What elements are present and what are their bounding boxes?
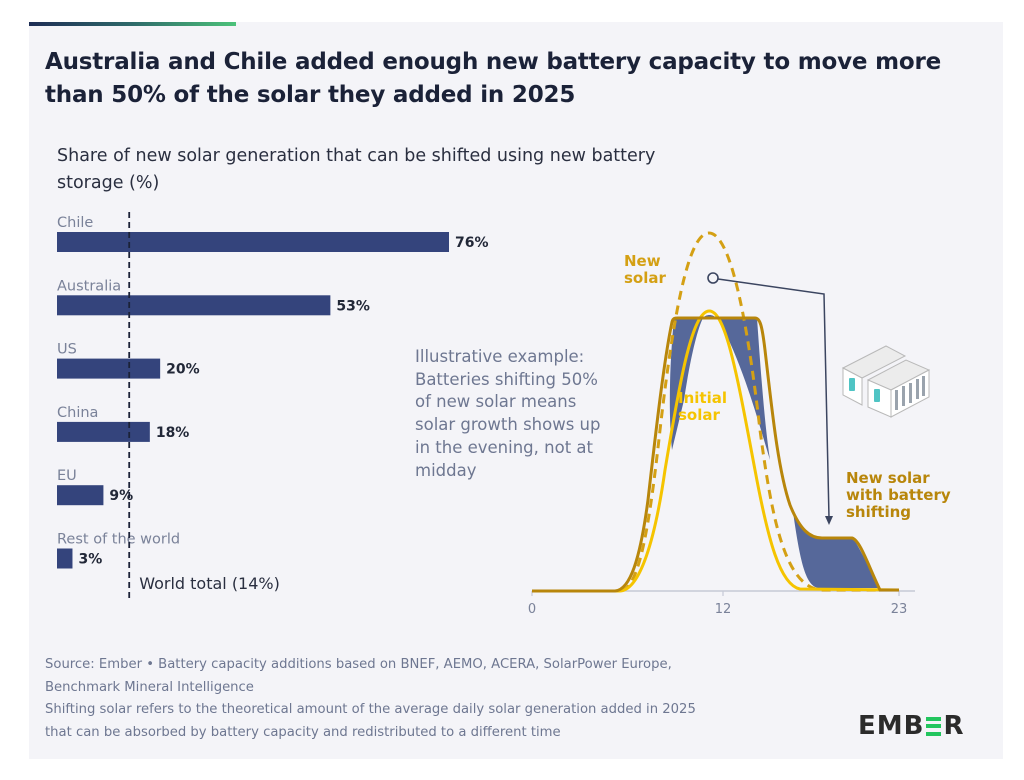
new-solar-line [532,231,899,593]
annotation-line: in the evening, not at [415,437,593,457]
label-line: New [624,252,661,270]
shift-area-morning [669,318,703,450]
label-line: solar [678,406,720,424]
new-solar-label: New solar [624,253,666,287]
category-label: EU [57,468,77,484]
arrow-head-icon [825,516,833,525]
bar [57,548,73,569]
logo-text: EMB [858,711,925,741]
logo-e-bars-icon [926,716,942,736]
bar-chart: Chile 76% Australia 53% US 20% China 18% EU 9% Res… [57,212,489,598]
annotation-line: solar growth shows up [415,415,601,435]
x-tick-label: 23 [891,602,908,617]
value-label: 18% [156,425,190,441]
footer-notes: Source: Ember • Battery capacity additio… [45,654,825,744]
bar [57,421,150,442]
illustration-annotation: Illustrative example: Batteries shifting… [415,346,645,482]
value-label: 53% [336,298,370,314]
label-line: New solar [846,469,930,487]
chart-panel [29,22,1003,759]
bar [57,232,449,252]
world-total-label: World total (14%) [139,574,280,593]
bar [57,358,161,379]
category-label: Chile [57,215,93,231]
value-label: 20% [166,362,200,378]
source-line: Source: Ember • Battery capacity additio… [45,657,672,672]
source-line: Benchmark Mineral Intelligence [45,679,254,695]
label-line: with battery [846,486,951,504]
category-label: Australia [57,278,121,294]
value-label: 9% [109,488,133,504]
leader-start-marker [707,272,719,284]
annotation-line: of new solar means [415,392,577,412]
bar [57,295,331,316]
illustration-chart: 0 12 23 [528,231,931,617]
ember-logo: EMB R [858,711,965,741]
annotation-line: Illustrative example: [415,347,585,366]
value-label: 76% [455,235,489,251]
battery-storage-icon [841,345,931,418]
initial-solar-label: Initial solar [678,390,727,424]
category-label: China [57,405,98,421]
note-line: that can be absorbed by battery capacity… [45,724,561,740]
initial-solar-line [532,309,900,593]
x-tick-label: 12 [715,602,732,617]
category-label: Rest of the world [57,532,180,548]
bar [57,485,104,506]
shifted-solar-label: New solar with battery shifting [846,470,951,521]
category-label: US [57,342,77,358]
x-tick-label: 0 [528,602,536,617]
label-line: shifting [846,503,912,521]
page-title: Australia and Chile added enough new bat… [45,49,941,108]
value-label: 3% [78,552,102,568]
shift-area-afternoon [718,318,770,460]
shift-area-evening [793,512,880,588]
logo-text: R [943,711,965,741]
shifted-solar-line [532,316,899,593]
annotation-line: midday [415,460,477,480]
label-line: solar [624,269,666,287]
label-line: Initial [678,389,727,407]
annotation-line: Batteries shifting 50% [415,369,598,389]
bar-chart-title: Share of new solar generation that can b… [57,146,656,193]
accent-bar [29,22,236,26]
leader-line [717,278,830,519]
note-line: Shifting solar refers to the theoretical… [45,702,696,717]
